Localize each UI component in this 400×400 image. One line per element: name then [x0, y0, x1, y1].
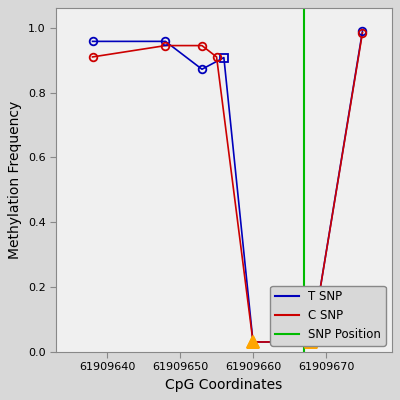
X-axis label: CpG Coordinates: CpG Coordinates	[165, 378, 282, 392]
Legend: T SNP, C SNP, SNP Position: T SNP, C SNP, SNP Position	[270, 286, 386, 346]
Y-axis label: Methylation Frequency: Methylation Frequency	[8, 101, 22, 259]
